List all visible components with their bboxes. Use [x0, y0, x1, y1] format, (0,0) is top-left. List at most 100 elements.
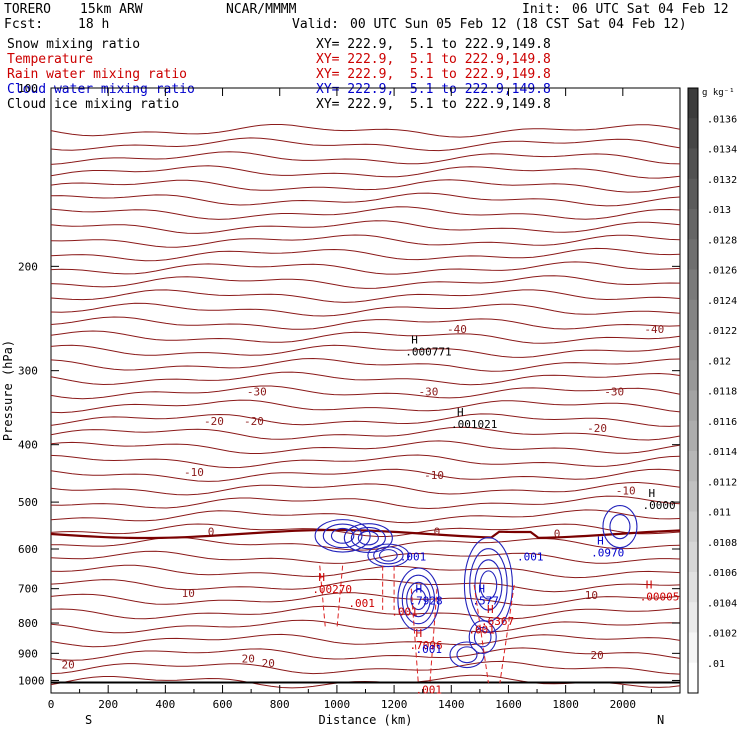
colorbar-tick-label: .0134: [707, 145, 737, 156]
isotherm-label: -20: [587, 422, 607, 435]
x-tick-label: 1400: [438, 698, 465, 711]
isotherm-label: 0: [208, 525, 215, 538]
extremum-mark: H: [457, 406, 464, 419]
isotherm-line: [50, 137, 681, 152]
isotherm-label: 10: [585, 589, 598, 602]
isotherm-label: -10: [424, 469, 444, 482]
contour-label: .001: [391, 606, 418, 619]
extremum-value: .6367: [481, 615, 514, 628]
colorbar-tick-label: .0124: [707, 296, 737, 307]
isotherm-label: -30: [247, 385, 267, 398]
isotherm-line: [50, 316, 681, 330]
isotherm-label: 20: [262, 657, 275, 670]
extremum-value: .00005: [640, 591, 680, 604]
isotherm-line: [50, 633, 681, 648]
cloud-water-contour: [406, 581, 431, 618]
x-tick-label: 1600: [495, 698, 522, 711]
contour-label: .001: [416, 683, 443, 696]
contour-label: .001: [416, 643, 443, 656]
colorbar-cell: [688, 541, 698, 573]
isotherm-line: [50, 234, 681, 248]
isotherm-line: [50, 592, 681, 606]
cloud-water-contour: [373, 546, 404, 565]
isotherm-line: [50, 275, 681, 289]
x-tick-label: 600: [213, 698, 233, 711]
isotherm-label: 0: [434, 525, 441, 538]
cloud-water-contour: [314, 519, 371, 553]
model-resolution: 15km ARW: [80, 2, 143, 17]
cloud-water-contours: [314, 505, 638, 669]
cloud-water-contour: [410, 588, 427, 611]
isotherm-label: -40: [447, 323, 467, 336]
extremum-value: .0970: [591, 547, 624, 560]
extremum-value: .00270: [312, 583, 352, 596]
isotherm-line: [50, 192, 681, 207]
cloud-water-contour: [397, 567, 440, 632]
colorbar-tick-label: .0136: [707, 114, 737, 125]
x-tick-label: 1000: [324, 698, 351, 711]
isotherm-line: [50, 151, 681, 165]
fcst-label: Fcst:: [4, 17, 44, 32]
isotherm-line: [50, 179, 681, 193]
isotherm-line: [50, 481, 681, 496]
extremum-mark: H: [416, 582, 423, 595]
zero-isotherm: [50, 528, 681, 540]
isotherm-line: [50, 357, 681, 372]
contour-label: .001: [400, 551, 427, 564]
isotherm-label: -30: [418, 385, 438, 398]
x-tick-label: 1800: [552, 698, 579, 711]
colorbar-frame: [687, 87, 699, 694]
y-tick-label: 700: [18, 583, 38, 596]
isotherm-label: -20: [204, 415, 224, 428]
rain-water-contour: [382, 565, 395, 610]
isotherm-label: -10: [616, 485, 636, 498]
cloud-water-contour: [479, 570, 498, 600]
isotherm-line: [50, 440, 681, 454]
colorbar-cell: [688, 602, 698, 633]
y-tick-label: 900: [18, 647, 38, 660]
isotherm-line: [50, 468, 681, 482]
extremum-value: .7928: [410, 594, 443, 607]
y-top-tick-label: 100: [18, 82, 38, 95]
isotherm-label: -10: [184, 466, 204, 479]
contour-label: .001: [348, 597, 375, 610]
extremum-value: .001021: [451, 418, 497, 431]
isotherm-line: [50, 426, 681, 441]
colorbar-tick-label: .0106: [707, 568, 737, 579]
colorbar-cell: [688, 572, 698, 603]
isotherm-line: [50, 289, 681, 303]
isotherm-line: [50, 578, 681, 593]
y-tick-label: 600: [18, 543, 38, 556]
legend-name: Cloud ice mixing ratio: [7, 97, 180, 112]
colorbar-tick-label: .01: [707, 659, 725, 670]
x-tick-label: 400: [155, 698, 175, 711]
colorbar-cell: [688, 481, 698, 512]
colorbar-cell: [688, 269, 698, 301]
contour-label: .001: [468, 623, 495, 636]
colorbar-tick-label: .0102: [707, 629, 737, 640]
cloud-water-contour: [602, 505, 638, 549]
isotherm-line: [50, 261, 681, 275]
isotherm-line: [50, 206, 681, 220]
colorbar-cell: [688, 178, 698, 210]
isotherm-line: [50, 330, 681, 344]
cloud-water-contour: [473, 626, 492, 648]
colorbar-tick-label: .013: [707, 205, 731, 216]
colorbar-cell: [688, 632, 698, 664]
x-tick-label: 0: [48, 698, 55, 711]
cloud-water-contour: [469, 548, 508, 622]
isotherm-line: [50, 647, 681, 661]
colorbar-tick-label: .012: [707, 356, 731, 367]
south-label: S: [85, 713, 92, 727]
colorbar-cell: [688, 511, 698, 543]
cloud-water-contour: [357, 530, 379, 546]
isotherm-line: [50, 371, 681, 386]
isotherm-label: 20: [242, 652, 255, 665]
x-axis-title: Distance (km): [319, 713, 413, 727]
isotherm-line: [50, 165, 681, 179]
cloud-water-contour: [468, 620, 497, 655]
colorbar-tick-label: .0122: [707, 326, 737, 337]
y-axis-title: Pressure (hPa): [1, 340, 15, 441]
init-label: Init:: [522, 2, 562, 17]
cloud-water-contour: [330, 527, 355, 544]
